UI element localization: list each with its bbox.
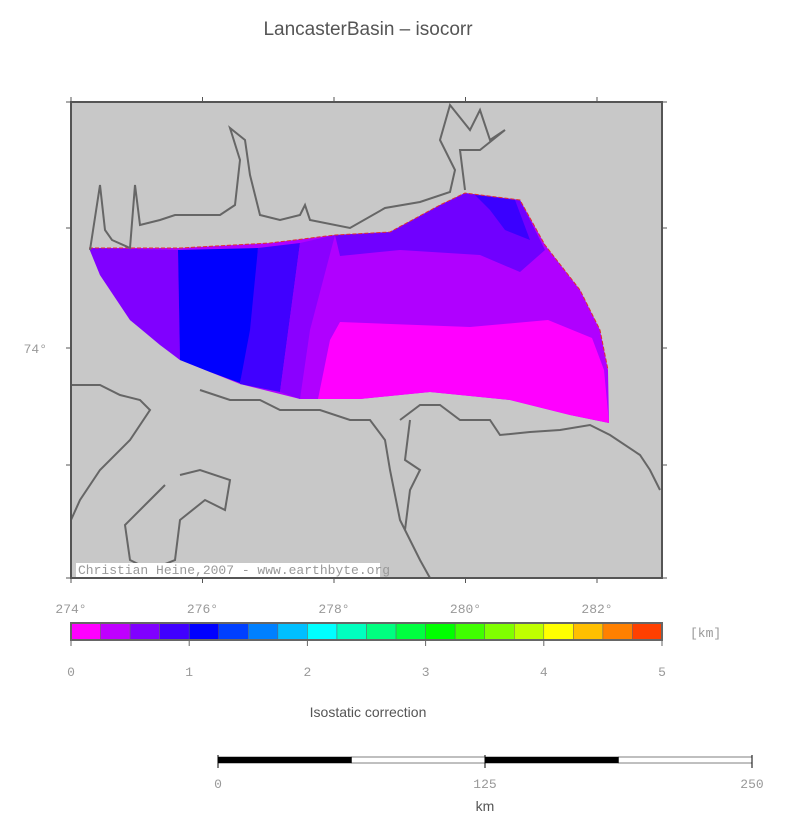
colorbar-swatch: [543, 622, 574, 641]
scalebar-tick-label: 250: [740, 777, 763, 792]
scalebar-segment: [351, 756, 486, 764]
colorbar-tick-label: 2: [303, 665, 311, 680]
colorbar-label: Isostatic correction: [310, 704, 427, 720]
lon-label: 276°: [187, 602, 218, 617]
title: LancasterBasin – isocorr: [263, 19, 473, 40]
scalebar-tick-label: 125: [473, 777, 496, 792]
colorbar-tick-label: 0: [67, 665, 75, 680]
scalebar-unit: km: [476, 798, 495, 814]
scalebar-segment: [618, 756, 753, 764]
colorbar-swatch: [425, 622, 456, 641]
colorbar-tick-label: 4: [540, 665, 548, 680]
colorbar-swatch: [277, 622, 308, 641]
lon-label: 278°: [318, 602, 349, 617]
basin: [89, 192, 609, 423]
colorbar-swatch: [159, 622, 190, 641]
lon-label: 282°: [581, 602, 612, 617]
colorbar-tick-label: 3: [422, 665, 430, 680]
colorbar-tick-label: 1: [185, 665, 193, 680]
colorbar-swatch: [188, 622, 219, 641]
colorbar-unit: [km]: [690, 626, 721, 641]
colorbar-frame: [70, 622, 663, 641]
coastlines: [70, 102, 661, 579]
credit: Christian Heine,2007 - www.earthbyte.org: [78, 563, 390, 578]
colorbar-swatch: [602, 622, 633, 641]
lat-ticks-minor: [66, 101, 667, 579]
colorbar-swatch: [129, 622, 160, 641]
colorbar-swatch: [573, 622, 604, 641]
lat-label: 74°: [24, 342, 47, 357]
colorbar-swatch: [218, 622, 249, 641]
colorbar-swatch: [514, 622, 545, 641]
credit-box: [76, 563, 380, 577]
scalebar-segment: [217, 756, 352, 764]
colorbar-swatch: [70, 622, 101, 641]
lon-label: 280°: [450, 602, 481, 617]
lon-label: 274°: [55, 602, 86, 617]
colorbar-swatch: [484, 622, 515, 641]
colorbar-swatch: [366, 622, 397, 641]
colorbar-tick-label: 5: [658, 665, 666, 680]
scalebar-segment: [484, 756, 619, 764]
colorbar-swatch: [336, 622, 367, 641]
colorbar-swatch: [307, 622, 338, 641]
colorbar-swatch: [454, 622, 485, 641]
colorbar-swatch: [248, 622, 279, 641]
scalebar-tick-label: 0: [214, 777, 222, 792]
colorbar-swatch: [632, 622, 663, 641]
colorbar-swatch: [395, 622, 426, 641]
colorbar-swatch: [100, 622, 131, 641]
map-frame: [70, 101, 663, 579]
